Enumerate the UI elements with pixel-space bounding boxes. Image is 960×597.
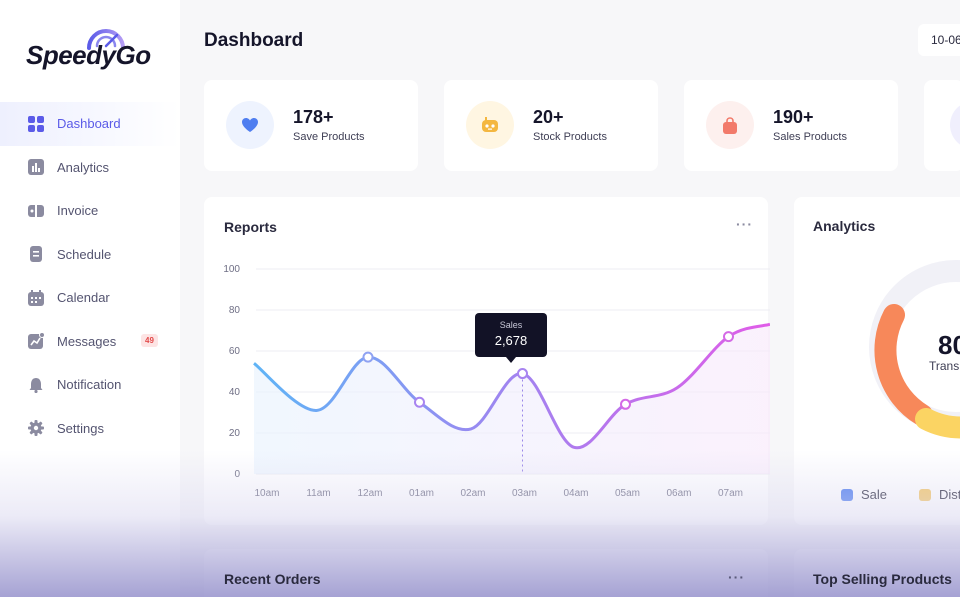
stat-value: 20+ [533, 107, 564, 127]
sidebar-item-messages[interactable]: Messages 49 [0, 320, 180, 364]
analytics-panel: Analytics 80 Trans Sale Dist [794, 197, 960, 525]
sidebar-item-dashboard[interactable]: Dashboard [0, 102, 180, 146]
tooltip-label: Sales [499, 320, 523, 330]
donut-center-label: Trans [929, 359, 960, 373]
stat-icon-partial [950, 101, 960, 149]
data-point[interactable] [620, 398, 631, 410]
top-selling-title: Top Selling Products [813, 571, 952, 587]
sidebar-item-invoice[interactable]: Invoice [0, 189, 180, 233]
data-point[interactable] [362, 351, 374, 363]
tooltip-arrow [506, 357, 516, 363]
bell-icon [28, 377, 44, 393]
reports-menu-button[interactable]: ··· [736, 216, 753, 232]
y-tick-label: 20 [229, 428, 241, 439]
donut-segment-orange [874, 304, 933, 426]
recent-orders-menu-button[interactable]: ··· [728, 569, 745, 585]
gear-icon [28, 420, 44, 437]
speedometer-icon [87, 29, 125, 50]
invoice-icon [28, 203, 44, 219]
analytics-title: Analytics [813, 218, 876, 234]
sidebar-item-label: Notification [57, 377, 122, 393]
data-point[interactable] [517, 368, 528, 380]
sidebar-item-analytics[interactable]: Analytics [0, 146, 180, 190]
y-tick-label: 80 [229, 305, 241, 316]
x-tick-label: 04am [563, 488, 588, 499]
y-tick-label: 0 [234, 469, 240, 480]
heart-icon [226, 101, 274, 149]
tooltip-value: 2,678 [494, 333, 528, 348]
series-area [254, 324, 770, 474]
stat-card-sales-products: 190+ Sales Products [684, 80, 898, 171]
y-tick-label: 100 [223, 264, 240, 275]
sidebar-item-calendar[interactable]: Calendar [0, 276, 180, 320]
stat-label: Sales Products [773, 131, 847, 143]
date-picker[interactable]: 10-06 [918, 24, 960, 56]
shopping-bag-icon [706, 101, 754, 149]
y-tick-label: 40 [229, 387, 241, 398]
sidebar-item-label: Invoice [57, 203, 99, 219]
x-tick-label: 02am [460, 488, 485, 499]
brand-name: SpeedyGo [26, 40, 151, 70]
stat-card-stock-products: 20+ Stock Products [444, 80, 658, 171]
stat-label: Save Products [293, 131, 365, 143]
stat-value: 178+ [293, 107, 334, 127]
data-point[interactable] [414, 396, 425, 408]
grid-icon [28, 115, 44, 132]
sidebar-item-settings[interactable]: Settings [0, 407, 180, 451]
donut-center-value: 80 [938, 330, 960, 360]
x-tick-label: 07am [718, 488, 743, 499]
legend-item-sale: Sale [841, 487, 887, 502]
sidebar-item-label: Analytics [57, 159, 110, 175]
legend-item-dist: Dist [919, 487, 960, 502]
recent-orders-title: Recent Orders [224, 571, 321, 587]
sidebar: SpeedyGo Dashboard Analytics Invoice Sch… [0, 0, 180, 597]
logo[interactable]: SpeedyGo [26, 26, 166, 76]
sidebar-item-label: Settings [57, 420, 104, 436]
stat-card-save-products: 178+ Save Products [204, 80, 418, 171]
sidebar-item-label: Messages [57, 333, 117, 349]
stat-label: Stock Products [533, 131, 607, 143]
sidebar-item-notification[interactable]: Notification [0, 363, 180, 407]
x-tick-label: 10am [254, 488, 279, 499]
stat-value: 190+ [773, 107, 814, 127]
calendar-icon [28, 289, 44, 306]
donut-segment-yellow [915, 408, 960, 439]
y-tick-label: 60 [229, 346, 241, 357]
document-icon [28, 246, 44, 263]
data-point[interactable] [723, 331, 734, 343]
x-tick-label: 06am [666, 488, 691, 499]
x-tick-label: 01am [409, 488, 434, 499]
chart-tooltip: Sales 2,678 [475, 313, 547, 363]
bar-chart-icon [28, 159, 44, 176]
legend-label: Dist [939, 487, 960, 502]
stat-card-partial [924, 80, 960, 171]
sidebar-item-label: Calendar [57, 290, 110, 306]
x-tick-label: 05am [615, 488, 640, 499]
legend-label: Sale [861, 487, 888, 502]
sidebar-nav: Dashboard Analytics Invoice Schedule Cal… [0, 102, 180, 450]
page-title: Dashboard [204, 30, 304, 51]
analytics-donut-chart [869, 260, 960, 439]
sidebar-item-label: Dashboard [57, 116, 121, 132]
x-tick-label: 03am [512, 488, 537, 499]
x-tick-label: 11am [306, 488, 330, 499]
sidebar-item-label: Schedule [57, 246, 112, 262]
legend-swatch [919, 488, 931, 501]
gamepad-icon [466, 101, 514, 149]
messages-icon [28, 332, 45, 350]
x-tick-label: 12am [357, 488, 382, 499]
reports-line-chart: 0 20 40 60 80 100 10am 11am 12am 01am 02am 03am 04am… [223, 264, 770, 499]
reports-title: Reports [224, 219, 277, 235]
legend-swatch [841, 488, 853, 501]
sidebar-item-schedule[interactable]: Schedule [0, 233, 180, 277]
unread-badge: 49 [141, 334, 158, 347]
